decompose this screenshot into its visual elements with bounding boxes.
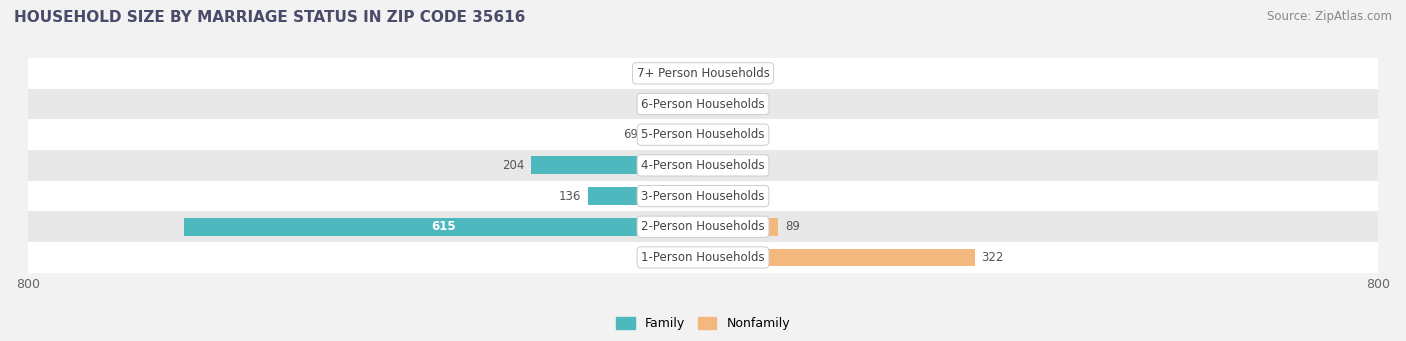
Bar bbox=[703, 218, 778, 236]
Text: 0: 0 bbox=[710, 98, 717, 110]
Bar bbox=[531, 157, 703, 174]
Text: 204: 204 bbox=[502, 159, 524, 172]
Text: 615: 615 bbox=[432, 220, 456, 233]
Text: 0: 0 bbox=[710, 159, 717, 172]
Text: 13: 13 bbox=[671, 98, 685, 110]
Text: 0: 0 bbox=[710, 128, 717, 141]
Text: HOUSEHOLD SIZE BY MARRIAGE STATUS IN ZIP CODE 35616: HOUSEHOLD SIZE BY MARRIAGE STATUS IN ZIP… bbox=[14, 10, 526, 25]
Text: 89: 89 bbox=[785, 220, 800, 233]
Text: 7+ Person Households: 7+ Person Households bbox=[637, 67, 769, 80]
Text: 0: 0 bbox=[689, 67, 696, 80]
Text: 136: 136 bbox=[560, 190, 582, 203]
Text: 6-Person Households: 6-Person Households bbox=[641, 98, 765, 110]
Bar bbox=[28, 58, 1378, 89]
Bar bbox=[645, 126, 703, 144]
Bar bbox=[692, 95, 703, 113]
Bar bbox=[28, 150, 1378, 181]
Text: Source: ZipAtlas.com: Source: ZipAtlas.com bbox=[1267, 10, 1392, 23]
Bar bbox=[588, 187, 703, 205]
Text: 0: 0 bbox=[710, 67, 717, 80]
Bar bbox=[703, 249, 974, 266]
Legend: Family, Nonfamily: Family, Nonfamily bbox=[612, 312, 794, 335]
Text: 69: 69 bbox=[623, 128, 638, 141]
Text: 5-Person Households: 5-Person Households bbox=[641, 128, 765, 141]
Bar bbox=[28, 211, 1378, 242]
Text: 1-Person Households: 1-Person Households bbox=[641, 251, 765, 264]
Text: 0: 0 bbox=[689, 251, 696, 264]
Text: 2-Person Households: 2-Person Households bbox=[641, 220, 765, 233]
Text: 0: 0 bbox=[710, 190, 717, 203]
Bar bbox=[28, 89, 1378, 119]
Bar bbox=[28, 242, 1378, 273]
Bar bbox=[28, 119, 1378, 150]
Bar bbox=[184, 218, 703, 236]
Text: 4-Person Households: 4-Person Households bbox=[641, 159, 765, 172]
Text: 322: 322 bbox=[981, 251, 1004, 264]
Bar bbox=[28, 181, 1378, 211]
Text: 3-Person Households: 3-Person Households bbox=[641, 190, 765, 203]
